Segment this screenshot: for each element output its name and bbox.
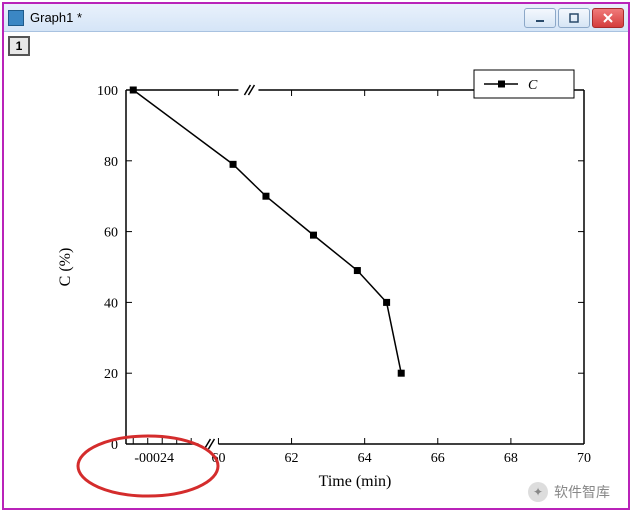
svg-text:60: 60 xyxy=(104,226,118,241)
legend-label: C xyxy=(528,78,538,93)
wechat-icon: ✦ xyxy=(528,482,548,502)
svg-text:-00024: -00024 xyxy=(134,451,174,466)
svg-text:66: 66 xyxy=(431,451,445,466)
close-button[interactable] xyxy=(592,8,624,28)
watermark: ✦ 软件智库 xyxy=(528,482,610,502)
svg-text:C (%): C (%) xyxy=(57,248,74,287)
window-content: 1 020406080100-00024606264666870Time (mi… xyxy=(4,32,628,508)
annotation-ellipse xyxy=(78,436,218,496)
svg-text:Time (min): Time (min) xyxy=(319,473,392,490)
svg-text:20: 20 xyxy=(104,367,118,382)
svg-text:70: 70 xyxy=(577,451,591,466)
svg-text:68: 68 xyxy=(504,451,518,466)
svg-text:80: 80 xyxy=(104,155,118,170)
maximize-button[interactable] xyxy=(558,8,590,28)
svg-text:64: 64 xyxy=(358,451,372,466)
watermark-text: 软件智库 xyxy=(554,482,610,502)
svg-text:40: 40 xyxy=(104,296,118,311)
chart-plot: 020406080100-00024606264666870Time (min)… xyxy=(8,36,624,508)
window-title: Graph1 * xyxy=(30,10,524,25)
svg-text:100: 100 xyxy=(97,84,118,99)
minimize-button[interactable] xyxy=(524,8,556,28)
app-icon xyxy=(8,10,24,26)
svg-text:62: 62 xyxy=(285,451,299,466)
window-titlebar: Graph1 * xyxy=(4,4,628,32)
